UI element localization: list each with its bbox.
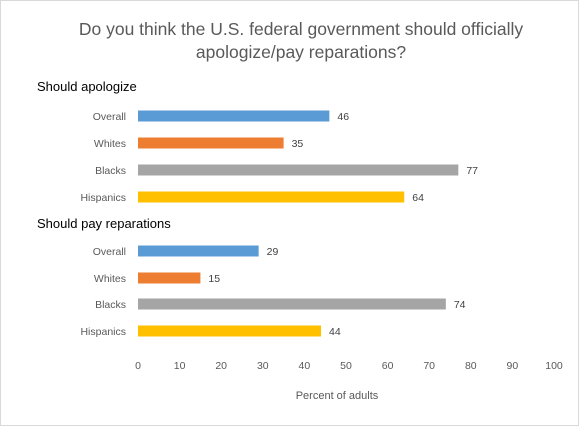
- category-label-blacks: Blacks: [95, 165, 126, 177]
- data-label-blacks: 77: [466, 165, 478, 177]
- category-label-blacks: Blacks: [95, 299, 126, 311]
- category-label-whites: Whites: [94, 138, 126, 150]
- category-label-hispanics: Hispanics: [80, 192, 126, 204]
- chart-title: Do you think the U.S. federal government…: [78, 19, 524, 62]
- x-tick-label: 70: [423, 360, 435, 372]
- bar-blacks: [138, 164, 459, 176]
- bar-hispanics: [138, 191, 405, 203]
- bar-overall: [138, 245, 259, 257]
- x-tick-label: 100: [545, 360, 563, 372]
- category-label-hispanics: Hispanics: [80, 326, 126, 338]
- category-label-overall: Overall: [93, 246, 126, 258]
- bar-whites: [138, 137, 284, 149]
- x-tick-label: 90: [507, 360, 519, 372]
- data-label-blacks: 74: [454, 299, 466, 311]
- data-label-hispanics: 44: [329, 326, 341, 338]
- data-label-whites: 35: [292, 138, 304, 150]
- x-tick-label: 10: [174, 360, 186, 372]
- bar-whites: [138, 272, 201, 284]
- bar-blacks: [138, 298, 446, 310]
- bar-hispanics: [138, 325, 322, 337]
- bar-overall: [138, 110, 330, 122]
- category-label-whites: Whites: [94, 273, 126, 285]
- section-label-apologize: Should apologize: [37, 79, 137, 94]
- x-tick-label: 0: [135, 360, 141, 372]
- x-axis-label: Percent of adults: [295, 390, 379, 402]
- x-tick-label: 50: [340, 360, 352, 372]
- x-tick-label: 80: [465, 360, 477, 372]
- category-label-overall: Overall: [93, 111, 126, 123]
- x-tick-label: 60: [382, 360, 394, 372]
- section-label-reparations: Should pay reparations: [37, 216, 171, 231]
- data-label-hispanics: 64: [412, 192, 424, 204]
- x-tick-label: 40: [299, 360, 311, 372]
- data-label-overall: 46: [337, 111, 349, 123]
- x-tick-label: 30: [257, 360, 269, 372]
- data-label-overall: 29: [267, 246, 279, 258]
- x-tick-label: 20: [215, 360, 227, 372]
- data-label-whites: 15: [208, 273, 220, 285]
